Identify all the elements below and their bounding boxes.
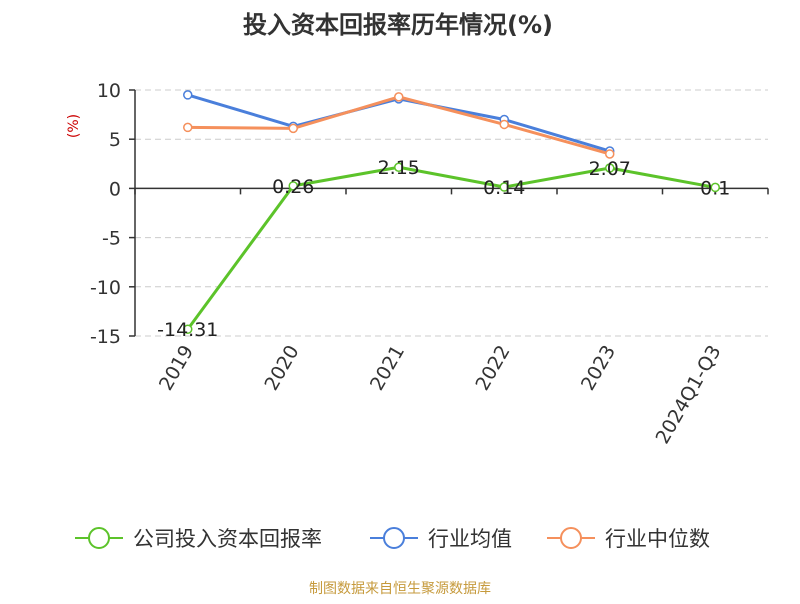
data-point xyxy=(499,182,509,192)
data-point xyxy=(710,182,720,193)
axes: 10 5 0 -5 -10 -15 2019 2020 2021 2022 2023 2024Q1-Q… xyxy=(90,80,769,448)
x-tick-label: 2023 xyxy=(577,342,620,395)
data-point xyxy=(288,123,298,134)
data-point xyxy=(288,181,298,191)
data-label: -14.31 xyxy=(157,319,218,341)
y-tick-label: 5 xyxy=(109,129,121,151)
x-tick-label: 2024Q1-Q3 xyxy=(652,342,726,448)
data-point xyxy=(499,119,509,130)
legend[interactable]: 公司投入资本回报率 行业均值 行业中位数 xyxy=(75,527,710,551)
x-tick-label: 2020 xyxy=(260,342,303,395)
data-point xyxy=(394,92,404,102)
x-tick-label: 2021 xyxy=(366,342,409,395)
x-tick-label: 2022 xyxy=(471,342,514,395)
series-group: -14.31 0.26 2.15 0.14 2.07 0.1 xyxy=(157,90,730,341)
legend-marker xyxy=(560,527,582,549)
data-point xyxy=(605,149,615,159)
y-tick-label: -5 xyxy=(102,228,121,250)
x-tick-label: 2019 xyxy=(155,342,198,395)
data-point xyxy=(183,90,193,100)
data-point xyxy=(183,122,193,133)
data-label: 2.07 xyxy=(589,158,631,180)
data-label: 0.1 xyxy=(700,177,730,199)
legend-label: 行业均值 xyxy=(428,527,512,551)
legend-label: 行业中位数 xyxy=(605,527,710,551)
series-line xyxy=(187,95,611,156)
y-tick-label: -10 xyxy=(90,277,121,299)
series-line xyxy=(186,165,716,331)
data-label: 0.14 xyxy=(483,177,525,199)
data-point xyxy=(394,162,404,172)
legend-label: 公司投入资本回报率 xyxy=(133,527,322,551)
y-tick-label: -15 xyxy=(90,326,121,348)
data-label: 0.26 xyxy=(272,176,314,198)
data-point xyxy=(183,324,193,334)
legend-marker xyxy=(383,527,405,549)
y-axis-label: (%) xyxy=(66,114,82,138)
grid-lines xyxy=(135,89,768,337)
data-label: 2.15 xyxy=(378,157,420,179)
source-note: 制图数据来自恒生聚源数据库 xyxy=(309,581,491,597)
legend-marker xyxy=(88,527,110,549)
y-tick-label: 10 xyxy=(97,80,121,102)
chart-title: 投入资本回报率历年情况(%) xyxy=(243,11,553,39)
y-tick-label: 0 xyxy=(109,178,121,200)
data-point xyxy=(605,163,615,173)
